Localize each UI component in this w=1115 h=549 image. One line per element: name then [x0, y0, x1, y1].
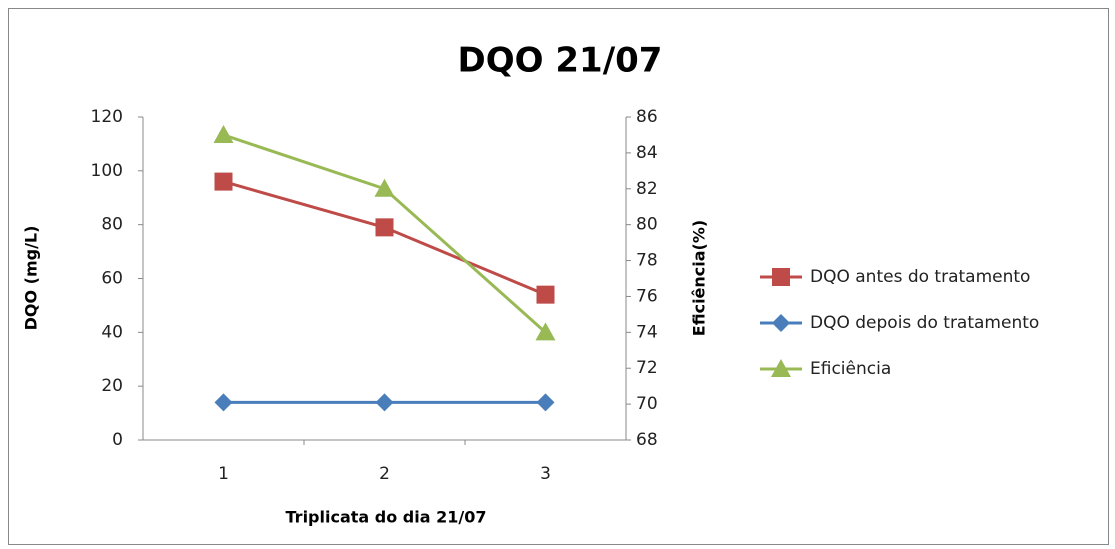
y2-tick-label: 72 — [636, 358, 658, 378]
y2-tick-label: 68 — [636, 430, 658, 450]
x-tick-label: 3 — [540, 464, 551, 484]
y2-tick-label: 78 — [636, 251, 658, 271]
y2-tick-label: 74 — [636, 322, 658, 342]
y2-tick-label: 70 — [636, 394, 658, 414]
data-point — [214, 393, 233, 412]
legend-label: DQO antes do tratamento — [810, 267, 1030, 287]
data-point — [536, 393, 555, 412]
data-point — [535, 322, 556, 341]
y2-tick-label: 84 — [636, 143, 658, 163]
data-point — [213, 124, 234, 143]
y2-tick-label: 76 — [636, 286, 658, 306]
data-point — [375, 393, 394, 412]
y-tick-label: 80 — [101, 215, 123, 235]
legend-marker — [772, 268, 790, 286]
y-tick-label: 40 — [101, 322, 123, 342]
legend-marker — [772, 314, 790, 332]
data-point — [374, 178, 395, 197]
x-tick-label: 1 — [218, 464, 229, 484]
legend-label: DQO depois do tratamento — [810, 313, 1039, 333]
y-tick-label: 20 — [101, 376, 123, 396]
data-point — [375, 218, 394, 237]
x-axis-title: Triplicata do dia 21/07 — [286, 508, 487, 527]
x-tick-label: 2 — [379, 464, 390, 484]
data-point — [536, 285, 555, 304]
y-tick-label: 60 — [101, 269, 123, 289]
y-tick-label: 0 — [112, 430, 123, 450]
legend-marker — [771, 359, 791, 377]
data-point — [214, 172, 233, 191]
y-axis-title: DQO (mg/L) — [22, 226, 41, 331]
chart-frame — [8, 8, 1109, 545]
legend-label: Eficiência — [810, 359, 891, 379]
y-tick-label: 120 — [91, 107, 123, 127]
y-tick-label: 100 — [91, 161, 123, 181]
y2-tick-label: 82 — [636, 179, 658, 199]
y2-tick-label: 80 — [636, 215, 658, 235]
y2-axis-title: Eficiência(%) — [690, 220, 709, 336]
y2-tick-label: 86 — [636, 107, 658, 127]
chart-title: DQO 21/07 — [458, 41, 663, 81]
